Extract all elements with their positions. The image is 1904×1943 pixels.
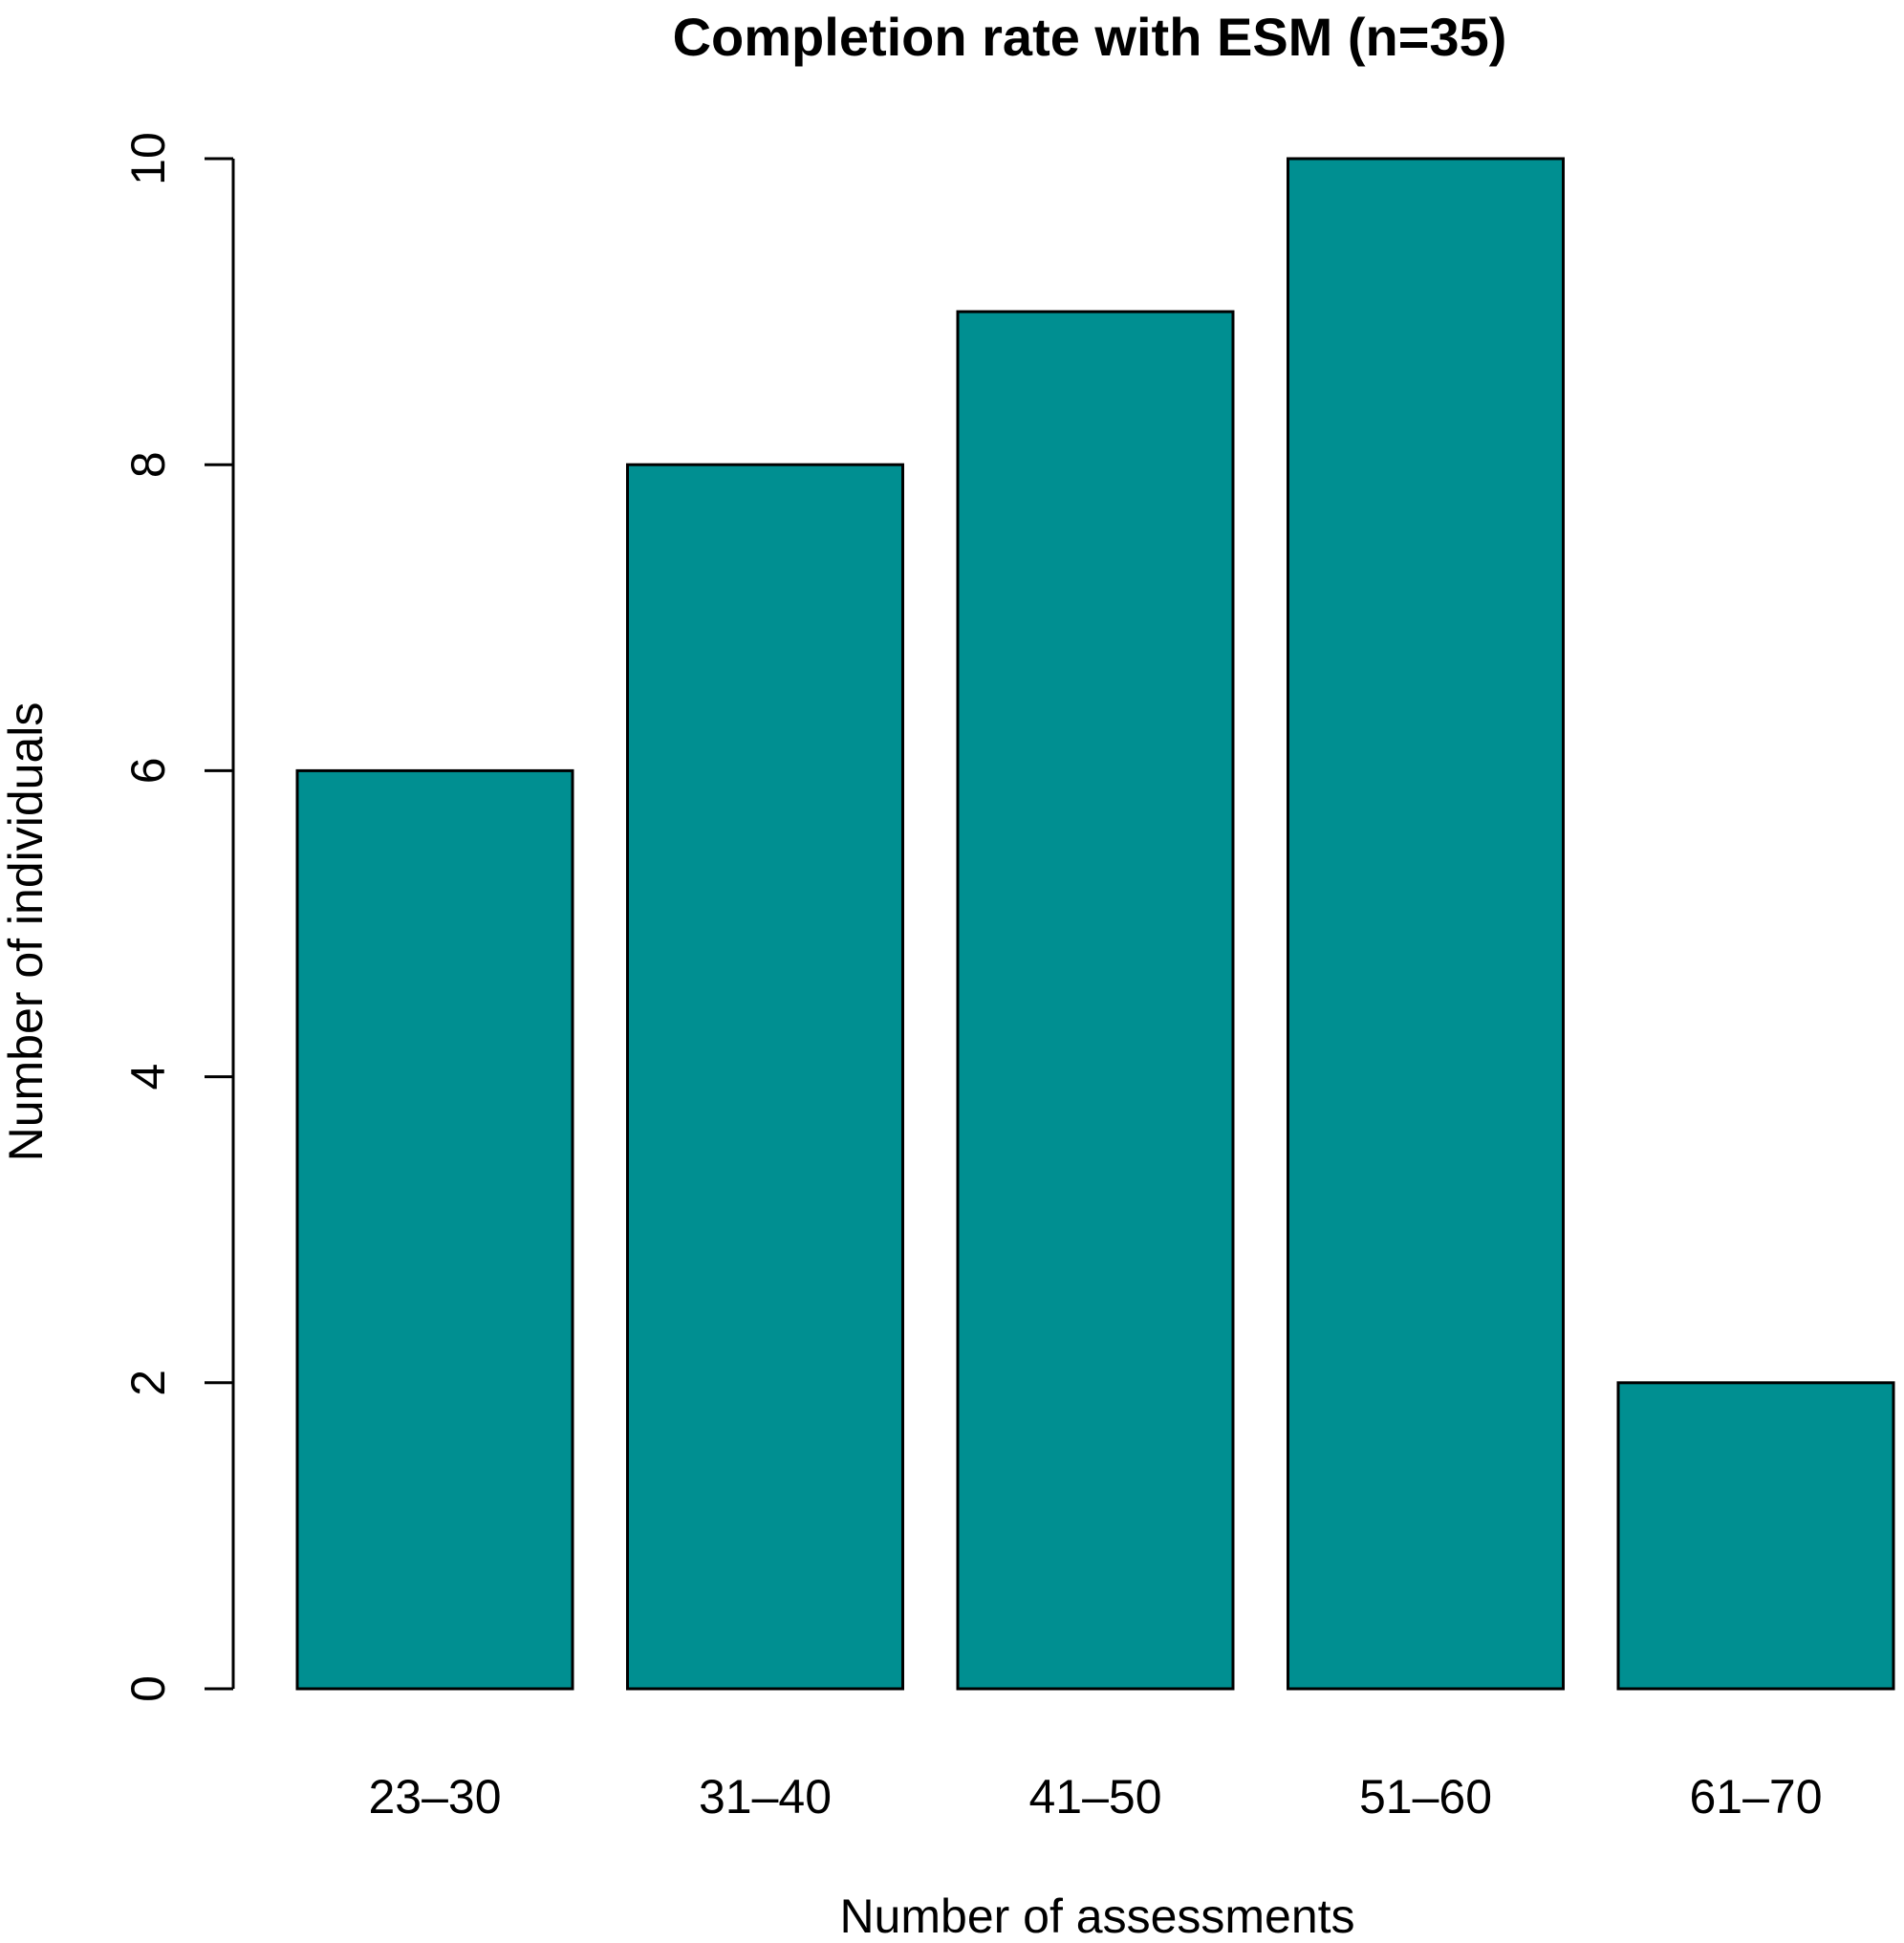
bars-group [295,157,1895,1691]
y-axis: 0 2 4 6 8 10 [121,132,235,1702]
y-tick-label: 4 [121,1064,175,1090]
bar-23–30 [295,768,574,1691]
y-tick-label: 0 [121,1675,175,1702]
x-tick-label: 61–70 [1689,1770,1822,1824]
y-axis-label: Number of individuals [0,702,53,1162]
x-tick-label: 51–60 [1359,1770,1492,1824]
bar-31–40 [626,463,904,1691]
x-tick-label: 41–50 [1028,1770,1161,1824]
y-tick-label: 8 [121,451,175,478]
y-tick-label: 2 [121,1370,175,1396]
bar-41–50 [956,310,1235,1691]
y-tick-label: 10 [121,132,175,185]
x-tick-label: 31–40 [699,1770,832,1824]
x-axis-label: Number of assessments [839,1889,1354,1943]
bar-61–70 [1616,1381,1895,1691]
y-tick-label: 6 [121,757,175,784]
chart-title: Completion rate with ESM (n=35) [673,7,1507,67]
x-tick-labels: 23–30 31–40 41–50 51–60 61–70 [368,1770,1822,1824]
x-tick-label: 23–30 [368,1770,501,1824]
bar-51–60 [1287,157,1565,1691]
